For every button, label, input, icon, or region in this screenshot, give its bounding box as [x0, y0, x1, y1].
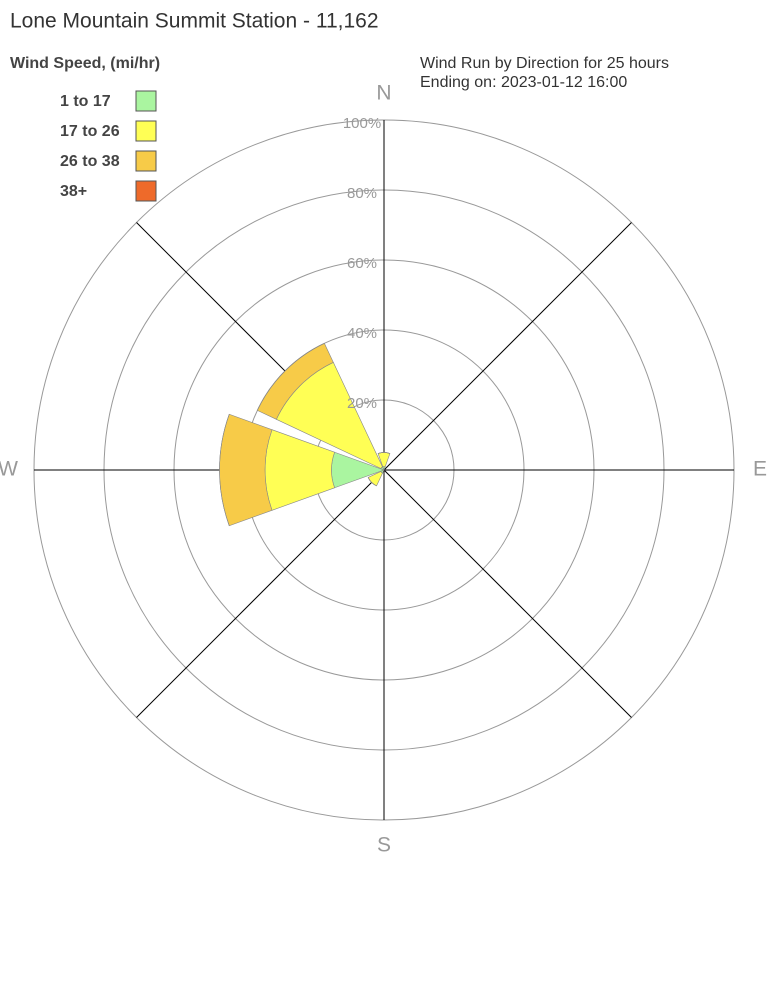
r-tick-label: 80%	[347, 185, 377, 202]
chart-title: Lone Mountain Summit Station - 11,162	[10, 10, 379, 33]
direction-label: E	[753, 458, 767, 481]
legend-label: 26 to 38	[60, 153, 120, 170]
wind-segment	[219, 413, 273, 527]
subtitle: Wind Run by Direction for 25 hours	[420, 55, 669, 72]
direction-label: S	[377, 834, 391, 857]
direction-label: W	[0, 458, 18, 481]
r-tick-label: 100%	[343, 115, 381, 132]
direction-label: N	[376, 82, 391, 105]
legend-title: Wind Speed, (mi/hr)	[10, 55, 160, 72]
legend-swatch	[135, 180, 157, 202]
legend-label: 38+	[60, 183, 87, 200]
legend-label: 1 to 17	[60, 93, 111, 110]
r-tick-label: 20%	[347, 395, 377, 412]
r-tick-label: 60%	[347, 255, 377, 272]
r-tick-label: 40%	[347, 325, 377, 342]
wind-segment	[219, 414, 230, 526]
legend-swatch	[135, 150, 157, 172]
wind-segment	[367, 477, 377, 487]
legend-swatch	[135, 120, 157, 142]
subtitle: Ending on: 2023-01-12 16:00	[420, 74, 627, 91]
legend-swatch	[135, 90, 157, 112]
legend-label: 17 to 26	[60, 123, 120, 140]
